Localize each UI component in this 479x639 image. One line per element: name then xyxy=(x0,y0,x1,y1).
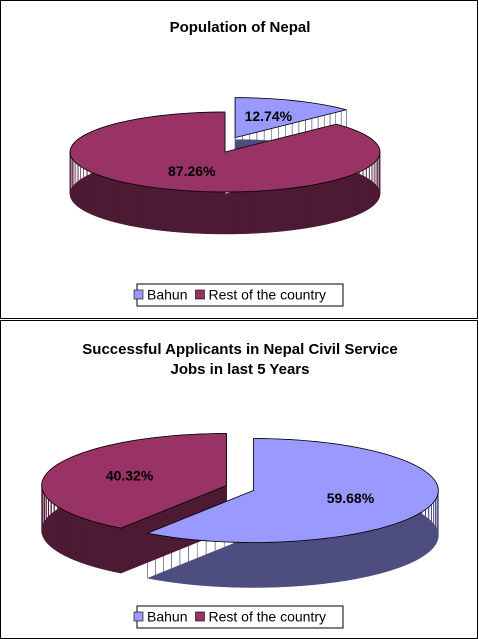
legend-swatch xyxy=(133,289,144,300)
pie-slice xyxy=(146,438,439,543)
pie-slice xyxy=(69,111,381,193)
legend-label: Bahun xyxy=(147,287,187,303)
legend-swatch xyxy=(195,289,205,300)
legend-swatch xyxy=(195,611,205,622)
data-label: 40.32% xyxy=(106,468,154,484)
data-label: 12.74% xyxy=(245,108,293,124)
legend-label: Rest of the country xyxy=(208,609,326,625)
chart-title: Population of Nepal xyxy=(170,19,311,36)
data-label: 59.68% xyxy=(327,490,375,506)
legend-swatch xyxy=(133,611,144,622)
pie-slice xyxy=(234,97,347,139)
chart-title: Jobs in last 5 Years xyxy=(171,361,310,378)
pie-slice xyxy=(41,433,228,529)
legend-label: Rest of the country xyxy=(208,287,326,303)
data-label: 87.26% xyxy=(168,163,216,179)
chart-title: Successful Applicants in Nepal Civil Ser… xyxy=(82,341,397,358)
legend-label: Bahun xyxy=(147,609,187,625)
